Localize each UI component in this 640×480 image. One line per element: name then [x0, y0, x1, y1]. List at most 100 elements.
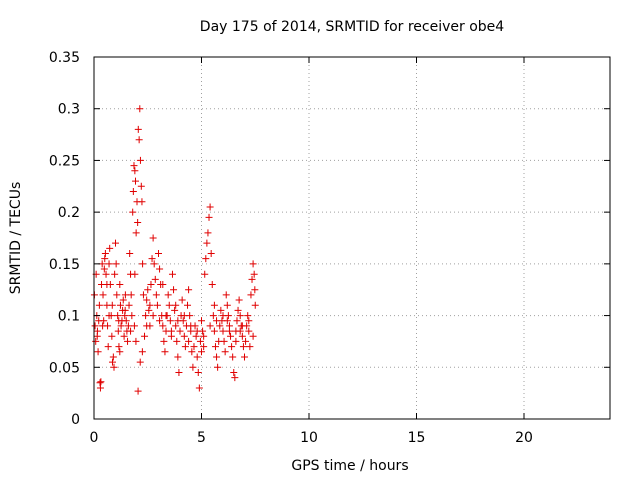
data-point	[210, 327, 218, 335]
data-point	[245, 317, 253, 325]
data-point	[95, 301, 103, 309]
y-tick-label: 0.25	[49, 153, 80, 169]
data-point	[172, 322, 180, 330]
data-point	[245, 327, 253, 335]
data-point	[159, 322, 167, 330]
data-point	[225, 327, 233, 335]
data-point	[138, 198, 146, 206]
data-point	[219, 327, 227, 335]
data-point	[94, 348, 102, 356]
data-point	[166, 317, 174, 325]
data-point	[148, 255, 156, 263]
data-point	[187, 322, 195, 330]
data-point	[126, 250, 134, 258]
data-point	[114, 312, 122, 320]
data-point	[176, 327, 184, 335]
data-point	[134, 218, 142, 226]
data-point	[93, 332, 101, 340]
data-point	[124, 337, 132, 345]
data-point	[168, 270, 176, 278]
data-point	[251, 286, 259, 294]
y-tick-label: 0.2	[58, 205, 80, 221]
data-point	[101, 250, 109, 258]
data-point	[131, 177, 139, 185]
data-point	[200, 343, 208, 351]
data-point	[238, 322, 246, 330]
x-axis-ticks: 0 5 10 15 20	[90, 57, 533, 446]
data-point	[235, 296, 243, 304]
data-point	[164, 291, 172, 299]
data-point	[223, 301, 231, 309]
data-point	[108, 358, 116, 366]
data-point	[136, 105, 144, 113]
data-point	[193, 327, 201, 335]
data-point	[153, 301, 161, 309]
data-point	[189, 363, 197, 371]
data-point	[91, 322, 99, 330]
data-point	[99, 291, 107, 299]
data-point	[161, 348, 169, 356]
data-point	[100, 317, 108, 325]
data-point	[156, 317, 164, 325]
data-point	[102, 270, 110, 278]
data-point	[202, 255, 210, 263]
data-point	[223, 317, 231, 325]
data-point	[129, 187, 137, 195]
data-point	[115, 343, 123, 351]
data-point	[206, 203, 214, 211]
data-point	[135, 136, 143, 144]
y-tick-label: 0	[71, 412, 80, 428]
data-point	[110, 363, 118, 371]
data-point	[151, 275, 159, 283]
data-point	[239, 343, 247, 351]
data-point	[131, 270, 139, 278]
data-point	[122, 317, 130, 325]
data-point	[125, 301, 133, 309]
data-point	[185, 286, 193, 294]
data-point	[171, 306, 179, 314]
data-point	[178, 296, 186, 304]
data-point	[207, 250, 215, 258]
data-point	[188, 348, 196, 356]
x-tick-label: 15	[408, 430, 426, 446]
data-point	[124, 322, 132, 330]
data-point	[236, 312, 244, 320]
data-point	[111, 270, 119, 278]
data-point	[230, 368, 238, 376]
data-point	[185, 337, 193, 345]
y-tick-label: 0.1	[58, 309, 80, 325]
data-point	[200, 332, 208, 340]
data-point	[180, 332, 188, 340]
y-tick-label: 0.15	[49, 257, 80, 273]
data-point	[121, 306, 129, 314]
x-axis-label: GPS time / hours	[291, 458, 408, 474]
data-point	[246, 343, 254, 351]
data-point	[103, 281, 111, 289]
data-point	[127, 291, 135, 299]
data-point	[217, 306, 225, 314]
x-tick-label: 5	[197, 430, 206, 446]
data-point	[143, 322, 151, 330]
data-point	[209, 312, 217, 320]
x-tick-label: 0	[90, 430, 99, 446]
data-point	[108, 301, 116, 309]
data-points	[90, 105, 259, 395]
data-point	[170, 286, 178, 294]
data-point	[128, 312, 136, 320]
data-point	[149, 234, 157, 242]
plot-frame	[93, 56, 611, 420]
data-point	[233, 317, 241, 325]
data-point	[238, 332, 246, 340]
data-point	[108, 332, 116, 340]
data-point	[149, 312, 157, 320]
data-point	[210, 301, 218, 309]
data-point	[165, 301, 173, 309]
data-point	[112, 260, 120, 268]
data-point	[127, 327, 135, 335]
plot-area	[94, 57, 610, 419]
data-point	[229, 353, 237, 361]
data-point	[116, 348, 124, 356]
data-point	[190, 343, 198, 351]
grid-lines	[94, 57, 610, 419]
